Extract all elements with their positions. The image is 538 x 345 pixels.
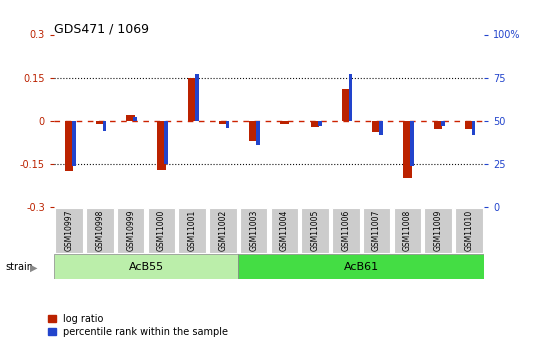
Text: GSM11003: GSM11003 xyxy=(249,209,258,251)
Text: GSM11008: GSM11008 xyxy=(403,209,412,250)
Text: GSM11010: GSM11010 xyxy=(464,209,473,250)
Text: GSM11007: GSM11007 xyxy=(372,209,381,251)
Bar xyxy=(225,121,229,128)
Text: GSM11002: GSM11002 xyxy=(218,209,228,250)
Bar xyxy=(54,254,238,279)
Bar xyxy=(157,121,166,170)
Text: GSM11001: GSM11001 xyxy=(188,209,197,250)
FancyBboxPatch shape xyxy=(178,208,206,253)
Text: GSM10999: GSM10999 xyxy=(126,209,135,251)
Text: GSM11006: GSM11006 xyxy=(341,209,350,251)
FancyBboxPatch shape xyxy=(393,208,421,253)
Bar xyxy=(403,121,412,178)
Bar xyxy=(103,121,107,131)
Text: strain: strain xyxy=(5,263,33,272)
Text: GSM11005: GSM11005 xyxy=(310,209,320,251)
Bar xyxy=(72,121,76,166)
Bar xyxy=(188,78,196,121)
Bar xyxy=(318,121,322,126)
FancyBboxPatch shape xyxy=(55,208,83,253)
Text: AcB55: AcB55 xyxy=(129,262,164,272)
Bar xyxy=(126,115,135,121)
FancyBboxPatch shape xyxy=(147,208,175,253)
Bar xyxy=(379,121,383,135)
Bar xyxy=(280,121,289,124)
Bar xyxy=(218,121,227,124)
Bar xyxy=(257,121,260,145)
Text: GDS471 / 1069: GDS471 / 1069 xyxy=(54,22,149,36)
Legend: log ratio, percentile rank within the sample: log ratio, percentile rank within the sa… xyxy=(48,314,229,337)
Bar xyxy=(464,121,473,129)
Text: ▶: ▶ xyxy=(30,263,37,272)
Bar xyxy=(96,121,104,124)
Text: GSM11009: GSM11009 xyxy=(434,209,443,251)
Bar xyxy=(238,254,484,279)
Bar xyxy=(195,74,199,121)
Text: GSM11004: GSM11004 xyxy=(280,209,289,251)
FancyBboxPatch shape xyxy=(424,208,452,253)
FancyBboxPatch shape xyxy=(209,208,237,253)
Bar xyxy=(164,121,168,164)
FancyBboxPatch shape xyxy=(301,208,329,253)
FancyBboxPatch shape xyxy=(240,208,267,253)
Bar xyxy=(349,74,352,121)
FancyBboxPatch shape xyxy=(117,208,145,253)
Bar xyxy=(133,117,137,121)
Bar xyxy=(65,121,74,171)
Bar xyxy=(410,121,414,166)
Bar xyxy=(441,121,444,126)
Text: AcB61: AcB61 xyxy=(344,262,379,272)
FancyBboxPatch shape xyxy=(271,208,298,253)
Text: GSM11000: GSM11000 xyxy=(157,209,166,251)
FancyBboxPatch shape xyxy=(363,208,391,253)
Text: GSM10998: GSM10998 xyxy=(95,209,104,251)
Bar xyxy=(434,121,442,129)
FancyBboxPatch shape xyxy=(455,208,483,253)
FancyBboxPatch shape xyxy=(332,208,360,253)
Bar xyxy=(472,121,475,135)
Bar xyxy=(342,89,350,121)
Text: GSM10997: GSM10997 xyxy=(65,209,74,251)
FancyBboxPatch shape xyxy=(86,208,114,253)
Bar xyxy=(249,121,258,141)
Bar xyxy=(372,121,381,132)
Bar xyxy=(311,121,320,127)
